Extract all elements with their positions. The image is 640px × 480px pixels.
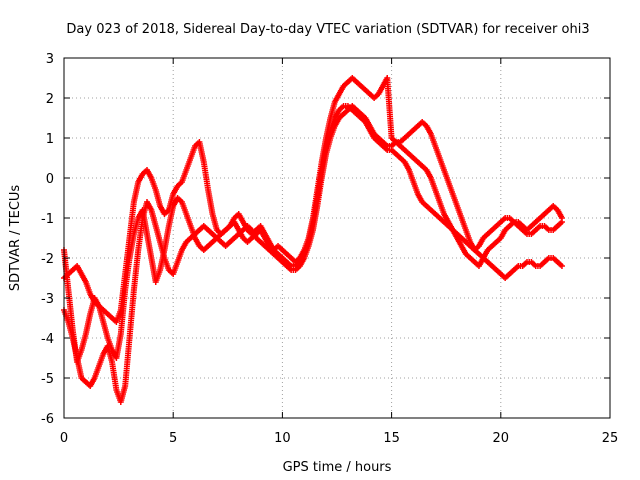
data-point — [558, 263, 565, 269]
y-tick-label: 1 — [46, 132, 54, 147]
y-tick-label: -2 — [41, 252, 54, 267]
x-tick-label: 10 — [274, 431, 291, 446]
chart-title: Day 023 of 2018, Sidereal Day-to-day VTE… — [66, 22, 589, 37]
y-tick-label: -3 — [41, 292, 54, 307]
x-tick-label: 20 — [493, 431, 510, 446]
x-tick-label: 5 — [169, 431, 177, 446]
y-tick-label: -4 — [41, 332, 54, 347]
y-tick-label: -5 — [41, 372, 54, 387]
y-tick-label: -6 — [41, 412, 54, 427]
x-tick-label: 0 — [60, 431, 68, 446]
x-tick-label: 25 — [602, 431, 619, 446]
x-axis-label: GPS time / hours — [283, 460, 392, 475]
x-tick-label: 15 — [383, 431, 400, 446]
y-tick-label: 3 — [46, 52, 54, 67]
y-tick-label: 0 — [46, 172, 54, 187]
axis-ticks: 0 5 10 15 20 25 -6 -5 -4 -3 -2 -1 0 1 2 3 — [41, 52, 618, 446]
y-axis-label: SDTVAR / TECUs — [8, 185, 23, 292]
y-tick-label: -1 — [41, 212, 54, 227]
data-point — [558, 219, 565, 225]
data-points — [61, 75, 565, 405]
y-tick-label: 2 — [46, 92, 54, 107]
plot-frame — [63, 57, 611, 419]
